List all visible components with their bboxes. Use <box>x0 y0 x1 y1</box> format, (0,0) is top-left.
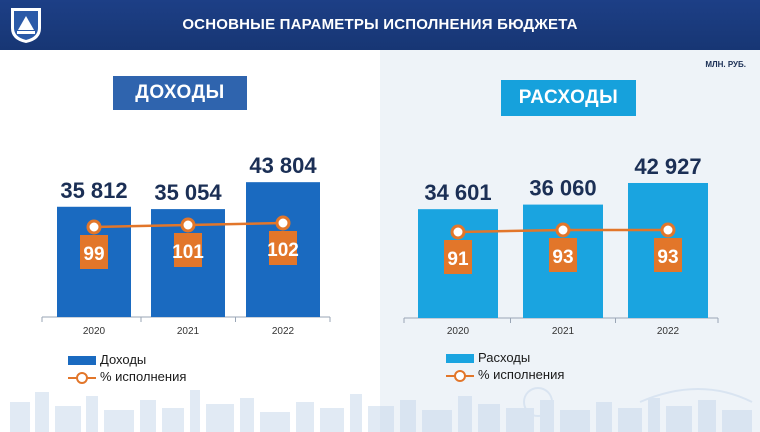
income-percent-marker-2021 <box>180 217 196 233</box>
expense-percent-marker-2022 <box>660 222 676 238</box>
income-percent-label-2022: 102 <box>267 240 299 261</box>
expense-percent-marker-2020 <box>450 224 466 240</box>
expense-value-label-2022: 42 927 <box>634 154 701 179</box>
expense-category-label-2021: 2021 <box>552 326 575 337</box>
income-percent-label-2021: 101 <box>172 242 204 263</box>
income-value-label-2022: 43 804 <box>249 153 317 178</box>
expense-value-label-2021: 36 060 <box>529 176 596 201</box>
legend-swatch-percent-marker <box>76 372 88 384</box>
income-percent-label-2020: 99 <box>83 244 104 265</box>
income-category-label-2021: 2021 <box>177 326 200 337</box>
header-bar <box>0 0 760 50</box>
unit-label: МЛН. РУБ. <box>705 60 746 69</box>
income-percent-marker-2022 <box>275 215 291 231</box>
income-percent-box-2021 <box>174 233 202 267</box>
expense-chart-title: РАСХОДЫ <box>501 80 636 116</box>
expense-percent-marker-2021 <box>555 222 571 238</box>
expense-percent-label-2020: 91 <box>447 249 469 270</box>
expense-percent-label-2021: 93 <box>552 247 573 268</box>
legend-swatch-percent-marker <box>454 370 466 382</box>
income-value-label-2021: 35 054 <box>154 180 222 205</box>
expense-percent-box-2022 <box>654 238 682 272</box>
legend-label-income: Доходы <box>100 352 147 367</box>
expense-category-label-2022: 2022 <box>657 326 680 337</box>
income-chart-title: ДОХОДЫ <box>113 76 247 110</box>
legend-swatch-expense <box>446 354 474 363</box>
expense-value-label-2020: 34 601 <box>424 180 491 205</box>
income-percent-marker-2020 <box>86 219 102 235</box>
expense-percent-label-2022: 93 <box>657 247 678 268</box>
income-category-label-2022: 2022 <box>272 326 295 337</box>
legend-label-expense: Расходы <box>478 350 531 365</box>
city-skyline-decoration <box>10 387 753 432</box>
legend-swatch-income <box>68 356 96 365</box>
expense-category-label-2020: 2020 <box>447 326 470 337</box>
income-percent-box-2022 <box>269 231 297 265</box>
emblem-icon <box>11 8 41 43</box>
income-value-label-2020: 35 812 <box>60 178 127 203</box>
legend-label-percent: % исполнения <box>478 367 565 382</box>
legend-label-percent: % исполнения <box>100 369 187 384</box>
expense-percent-box-2020 <box>444 240 472 274</box>
page-title: ОСНОВНЫЕ ПАРАМЕТРЫ ИСПОЛНЕНИЯ БЮДЖЕТА <box>182 16 578 33</box>
expense-percent-box-2021 <box>549 238 577 272</box>
income-percent-box-2020 <box>80 235 108 269</box>
income-category-label-2020: 2020 <box>83 326 106 337</box>
